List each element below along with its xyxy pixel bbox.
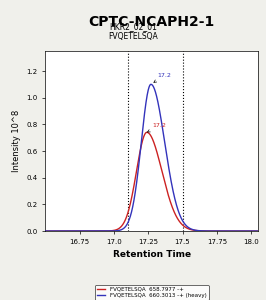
Text: HKR2_02_01: HKR2_02_01 [109,22,157,32]
Y-axis label: Intensity 10^8: Intensity 10^8 [12,110,21,172]
Text: FVQETELSQA: FVQETELSQA [108,32,158,40]
Title: CPTC-NCAPH2-1: CPTC-NCAPH2-1 [89,15,215,29]
Legend: FVQETELSQA  658.7977 -+, FVQETELSQA  660.3013 -+ (heavy): FVQETELSQA 658.7977 -+, FVQETELSQA 660.3… [95,285,209,300]
Text: 17.2: 17.2 [154,73,172,82]
X-axis label: Retention Time: Retention Time [113,250,191,259]
Text: 17.2: 17.2 [147,123,166,132]
